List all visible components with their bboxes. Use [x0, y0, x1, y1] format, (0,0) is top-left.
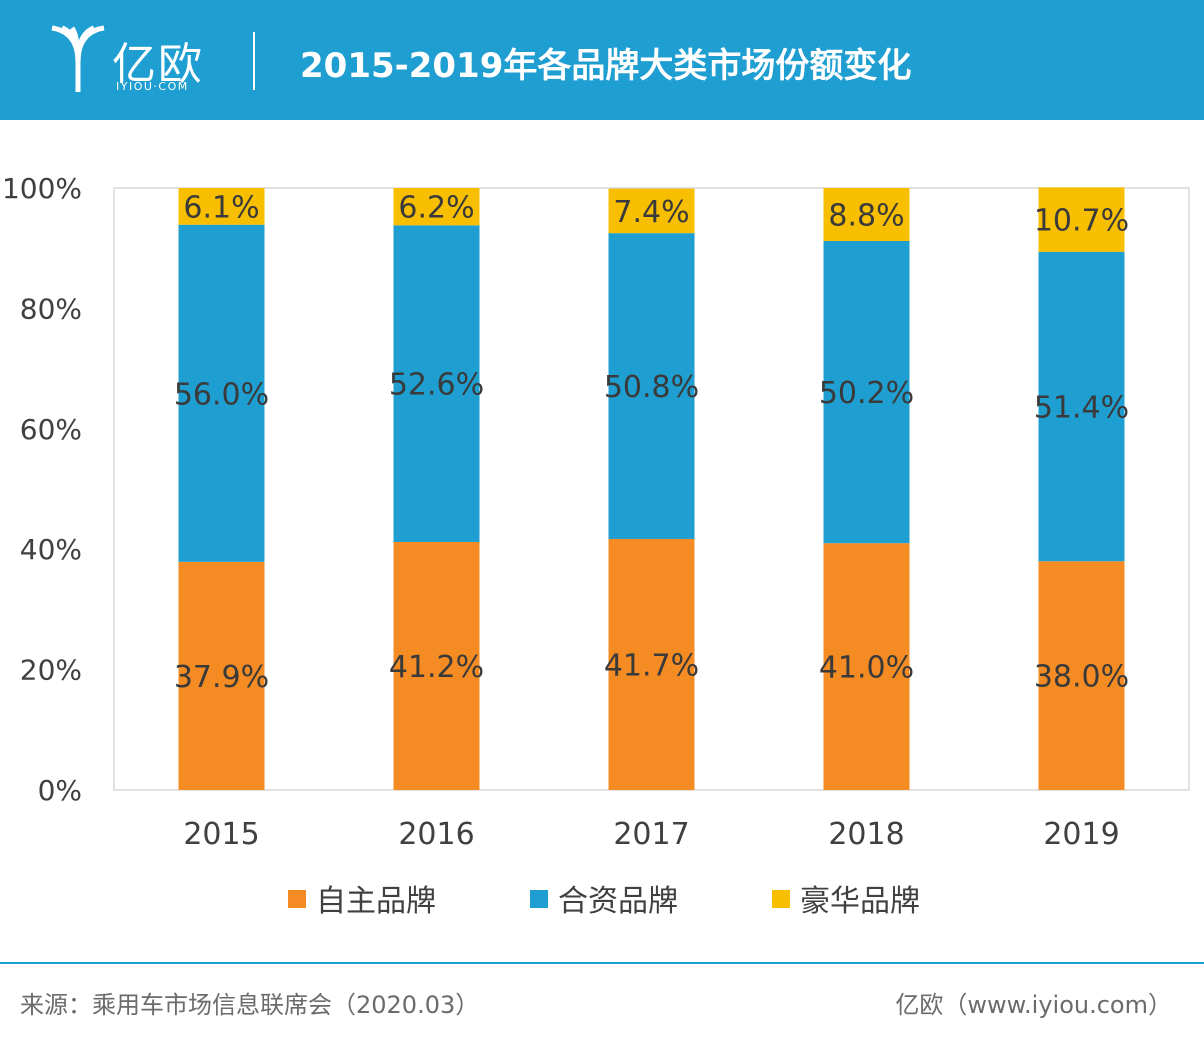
data-label: 52.6%: [389, 368, 484, 403]
x-tick-label: 2017: [613, 817, 689, 852]
legend-swatch: [288, 890, 306, 908]
bar-segment: [608, 233, 695, 539]
y-tick-label: 0%: [38, 774, 82, 807]
data-label: 50.2%: [819, 376, 914, 411]
iyiou-logo-icon: [51, 25, 105, 92]
data-label: 41.2%: [389, 650, 484, 685]
x-tick-label: 2015: [183, 817, 259, 852]
bar-segment: [178, 224, 265, 562]
credit-note: 亿欧（www.iyiou.com）: [895, 991, 1172, 1019]
footer-divider: [0, 962, 1204, 964]
data-label: 37.9%: [174, 660, 269, 695]
bar-segment: [823, 188, 910, 241]
data-label: 8.8%: [828, 198, 904, 233]
legend-label: 合资品牌: [558, 884, 678, 919]
bar-segment: [608, 538, 695, 790]
bar-segment: [393, 541, 480, 790]
data-label: 41.7%: [604, 648, 699, 683]
bar-segment: [823, 543, 910, 790]
data-label: 6.1%: [183, 190, 259, 225]
data-label: 51.4%: [1034, 391, 1129, 426]
data-label: 6.2%: [398, 191, 474, 226]
bar-segment: [608, 188, 695, 234]
page-title: 2015-2019年各品牌大类市场份额变化: [300, 46, 912, 86]
x-tick-label: 2018: [828, 817, 904, 852]
header-banner: 亿欧 IYIOU·COM 2015-2019年各品牌大类市场份额变化: [0, 0, 1204, 120]
bar-segment: [1038, 251, 1125, 562]
x-tick-label: 2016: [398, 817, 474, 852]
bar-segment: [393, 225, 480, 542]
y-tick-label: 80%: [20, 292, 82, 325]
y-tick-label: 100%: [2, 172, 82, 205]
legend-swatch: [772, 890, 790, 908]
bar-segment: [393, 188, 480, 226]
logo-subtext: IYIOU·COM: [116, 80, 189, 93]
data-label: 10.7%: [1034, 204, 1129, 239]
bar-segment: [178, 188, 265, 225]
data-label: 56.0%: [174, 377, 269, 412]
bar-segment: [178, 561, 265, 790]
legend-swatch: [530, 890, 548, 908]
header-divider: [253, 32, 255, 90]
bar-segment: [1038, 187, 1125, 252]
logo-text: 亿欧: [112, 39, 204, 90]
bar-segment: [1038, 561, 1125, 790]
stacked-bar-chart: 0% 20% 40% 60% 80% 100% 37.9% 56.0% 6.1% 2015 41.2…: [2, 172, 1190, 919]
data-label: 50.8%: [604, 370, 699, 405]
data-label: 7.4%: [613, 195, 689, 230]
y-tick-label: 20%: [20, 654, 82, 687]
legend-label: 自主品牌: [316, 884, 436, 919]
source-note: 来源：乘用车市场信息联席会（2020.03）: [20, 991, 480, 1019]
bar-segment: [823, 240, 910, 544]
x-tick-label: 2019: [1043, 817, 1119, 852]
data-label: 38.0%: [1034, 660, 1129, 695]
legend-label: 豪华品牌: [800, 884, 920, 919]
y-tick-label: 60%: [20, 413, 82, 446]
data-label: 41.0%: [819, 651, 914, 686]
y-tick-label: 40%: [20, 533, 82, 566]
